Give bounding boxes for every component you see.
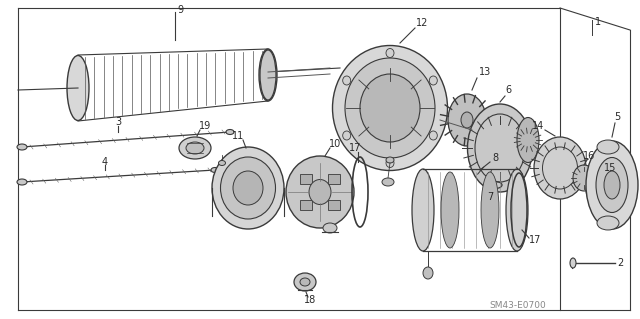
Ellipse shape	[226, 130, 234, 135]
Ellipse shape	[382, 178, 394, 186]
Ellipse shape	[260, 50, 276, 100]
Ellipse shape	[599, 189, 609, 202]
Ellipse shape	[481, 172, 499, 248]
Ellipse shape	[599, 178, 609, 190]
Ellipse shape	[294, 273, 316, 291]
Ellipse shape	[429, 76, 437, 85]
Ellipse shape	[429, 131, 437, 140]
Ellipse shape	[386, 159, 394, 167]
Ellipse shape	[423, 267, 433, 279]
Text: 15: 15	[604, 163, 616, 173]
Text: 17: 17	[349, 143, 361, 153]
Polygon shape	[300, 200, 312, 210]
Ellipse shape	[448, 94, 486, 146]
Ellipse shape	[517, 117, 539, 162]
Text: 1: 1	[595, 17, 601, 27]
Ellipse shape	[506, 169, 528, 251]
Ellipse shape	[333, 46, 447, 170]
Ellipse shape	[286, 156, 354, 228]
Text: 6: 6	[505, 85, 511, 95]
Ellipse shape	[467, 104, 532, 192]
Ellipse shape	[345, 58, 435, 158]
Ellipse shape	[212, 147, 284, 229]
Ellipse shape	[441, 172, 459, 248]
Ellipse shape	[342, 131, 351, 140]
Text: 10: 10	[329, 139, 341, 149]
Text: 7: 7	[487, 192, 493, 202]
Ellipse shape	[233, 171, 263, 205]
Polygon shape	[328, 200, 340, 210]
Ellipse shape	[573, 165, 595, 191]
Ellipse shape	[179, 137, 211, 159]
Ellipse shape	[586, 174, 614, 206]
Ellipse shape	[597, 140, 619, 154]
Text: 16: 16	[583, 151, 595, 161]
Ellipse shape	[386, 157, 394, 163]
Ellipse shape	[461, 112, 473, 128]
Ellipse shape	[300, 278, 310, 286]
Polygon shape	[328, 174, 340, 184]
Text: 12: 12	[416, 18, 428, 28]
Text: 17: 17	[529, 235, 541, 245]
Text: 19: 19	[199, 121, 211, 131]
Ellipse shape	[604, 171, 620, 199]
Text: 4: 4	[102, 157, 108, 167]
Ellipse shape	[186, 142, 204, 154]
Ellipse shape	[412, 169, 434, 251]
Ellipse shape	[586, 141, 638, 229]
Ellipse shape	[360, 74, 420, 142]
Text: 2: 2	[617, 258, 623, 268]
Text: SM43-E0700: SM43-E0700	[490, 300, 547, 309]
Ellipse shape	[17, 144, 27, 150]
Ellipse shape	[218, 160, 225, 166]
Text: 13: 13	[479, 67, 491, 77]
Text: 3: 3	[115, 117, 121, 127]
Ellipse shape	[17, 179, 27, 185]
Ellipse shape	[259, 49, 277, 101]
Ellipse shape	[534, 137, 586, 199]
Ellipse shape	[596, 158, 628, 212]
Text: 5: 5	[614, 112, 620, 122]
Ellipse shape	[587, 184, 597, 196]
Polygon shape	[300, 174, 312, 184]
Ellipse shape	[211, 167, 219, 173]
Ellipse shape	[570, 258, 576, 268]
Ellipse shape	[597, 216, 619, 230]
Ellipse shape	[221, 157, 275, 219]
Ellipse shape	[342, 76, 351, 85]
Ellipse shape	[67, 56, 89, 121]
Text: 18: 18	[304, 295, 316, 305]
Text: 14: 14	[532, 121, 544, 131]
Text: 8: 8	[492, 153, 498, 163]
Text: 9: 9	[177, 5, 183, 15]
Text: 11: 11	[232, 131, 244, 141]
Ellipse shape	[386, 48, 394, 57]
Ellipse shape	[323, 223, 337, 233]
Ellipse shape	[309, 180, 331, 204]
